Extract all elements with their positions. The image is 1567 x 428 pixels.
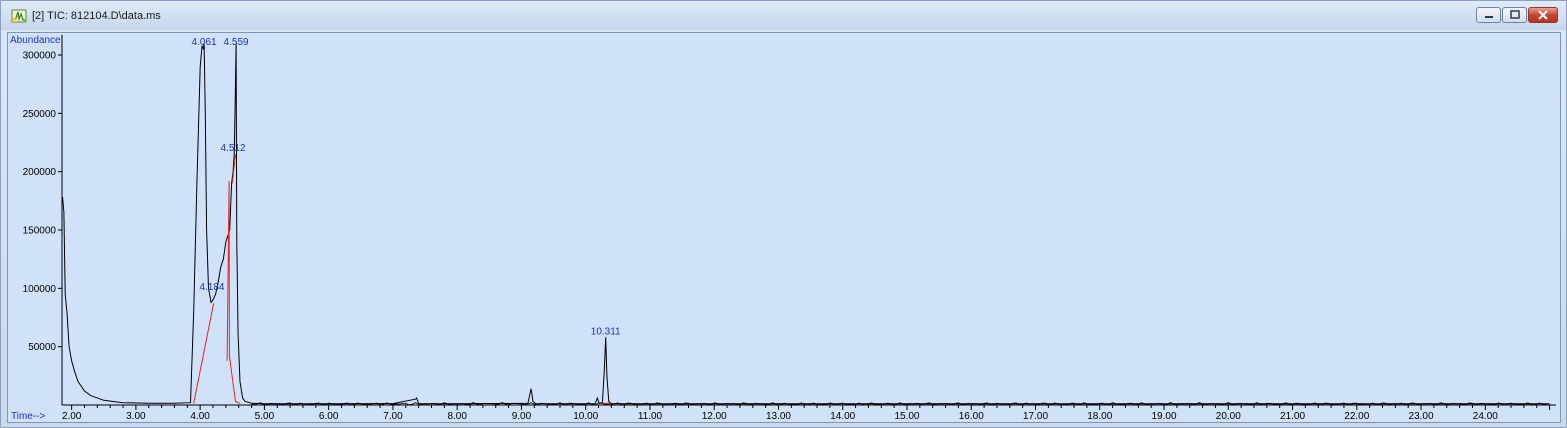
x-tick-label: 11.00	[638, 411, 663, 422]
peak-label: 4.184	[199, 282, 224, 293]
integration-baseline	[231, 154, 236, 184]
close-button[interactable]	[1528, 7, 1558, 23]
peak-label: 10.311	[591, 326, 621, 337]
x-tick-label: 3.00	[126, 411, 146, 422]
integration-baseline	[228, 355, 241, 404]
close-icon	[1538, 10, 1548, 20]
x-tick-label: 9.00	[512, 411, 532, 422]
x-tick-label: 13.00	[766, 411, 791, 422]
title-bar[interactable]: [2] TIC: 812104.D\data.ms	[1, 1, 1566, 30]
x-axis-label: Time-->	[11, 411, 46, 422]
chromatogram-app-icon	[11, 9, 27, 23]
x-tick-label: 6.00	[319, 411, 339, 422]
x-tick-label: 5.00	[255, 411, 275, 422]
x-tick-label: 17.00	[1023, 411, 1048, 422]
tic-trace	[62, 43, 1550, 405]
x-tick-label: 19.00	[1152, 411, 1177, 422]
integration-baseline	[193, 303, 215, 404]
peak-label: 4.512	[221, 143, 246, 154]
chromatogram-plot[interactable]: Abundance Time--> 50000 100000 150000 20000…	[7, 32, 1561, 423]
restore-button[interactable]	[1502, 7, 1527, 23]
x-tick-label: 8.00	[447, 411, 467, 422]
restore-icon	[1510, 10, 1520, 19]
x-tick-label: 10.00	[573, 411, 598, 422]
window-controls	[1475, 7, 1558, 24]
minimize-button[interactable]	[1476, 7, 1501, 23]
y-tick-label: 150000	[23, 226, 57, 237]
y-axis-label: Abundance	[10, 35, 61, 46]
x-tick-label: 21.00	[1280, 411, 1305, 422]
x-tick-label: 20.00	[1216, 411, 1241, 422]
minimize-icon	[1485, 16, 1493, 18]
x-tick-label: 16.00	[959, 411, 984, 422]
peak-label: 4.559	[224, 37, 249, 48]
x-tick-label: 15.00	[894, 411, 919, 422]
x-tick-label: 4.00	[190, 411, 210, 422]
y-tick-label: 100000	[23, 284, 57, 295]
window-title: [2] TIC: 812104.D\data.ms	[32, 10, 161, 22]
integration-baseline	[226, 180, 230, 361]
chromatogram-chart: Abundance Time--> 50000 100000 150000 20000…	[10, 35, 1556, 422]
y-tick-label: 50000	[28, 342, 56, 353]
y-tick-label: 300000	[23, 51, 57, 62]
y-tick-label: 250000	[23, 109, 57, 120]
x-tick-label: 2.00	[62, 411, 82, 422]
x-tick-label: 12.00	[702, 411, 727, 422]
x-tick-label: 24.00	[1473, 411, 1498, 422]
x-tick-label: 7.00	[383, 411, 403, 422]
peak-label: 4.061	[192, 37, 217, 48]
x-tick-label: 22.00	[1344, 411, 1369, 422]
x-tick-label: 23.00	[1409, 411, 1434, 422]
y-tick-label: 200000	[23, 167, 57, 178]
x-tick-label: 18.00	[1087, 411, 1112, 422]
x-tick-label: 14.00	[830, 411, 855, 422]
baseline-noise	[251, 402, 1547, 406]
